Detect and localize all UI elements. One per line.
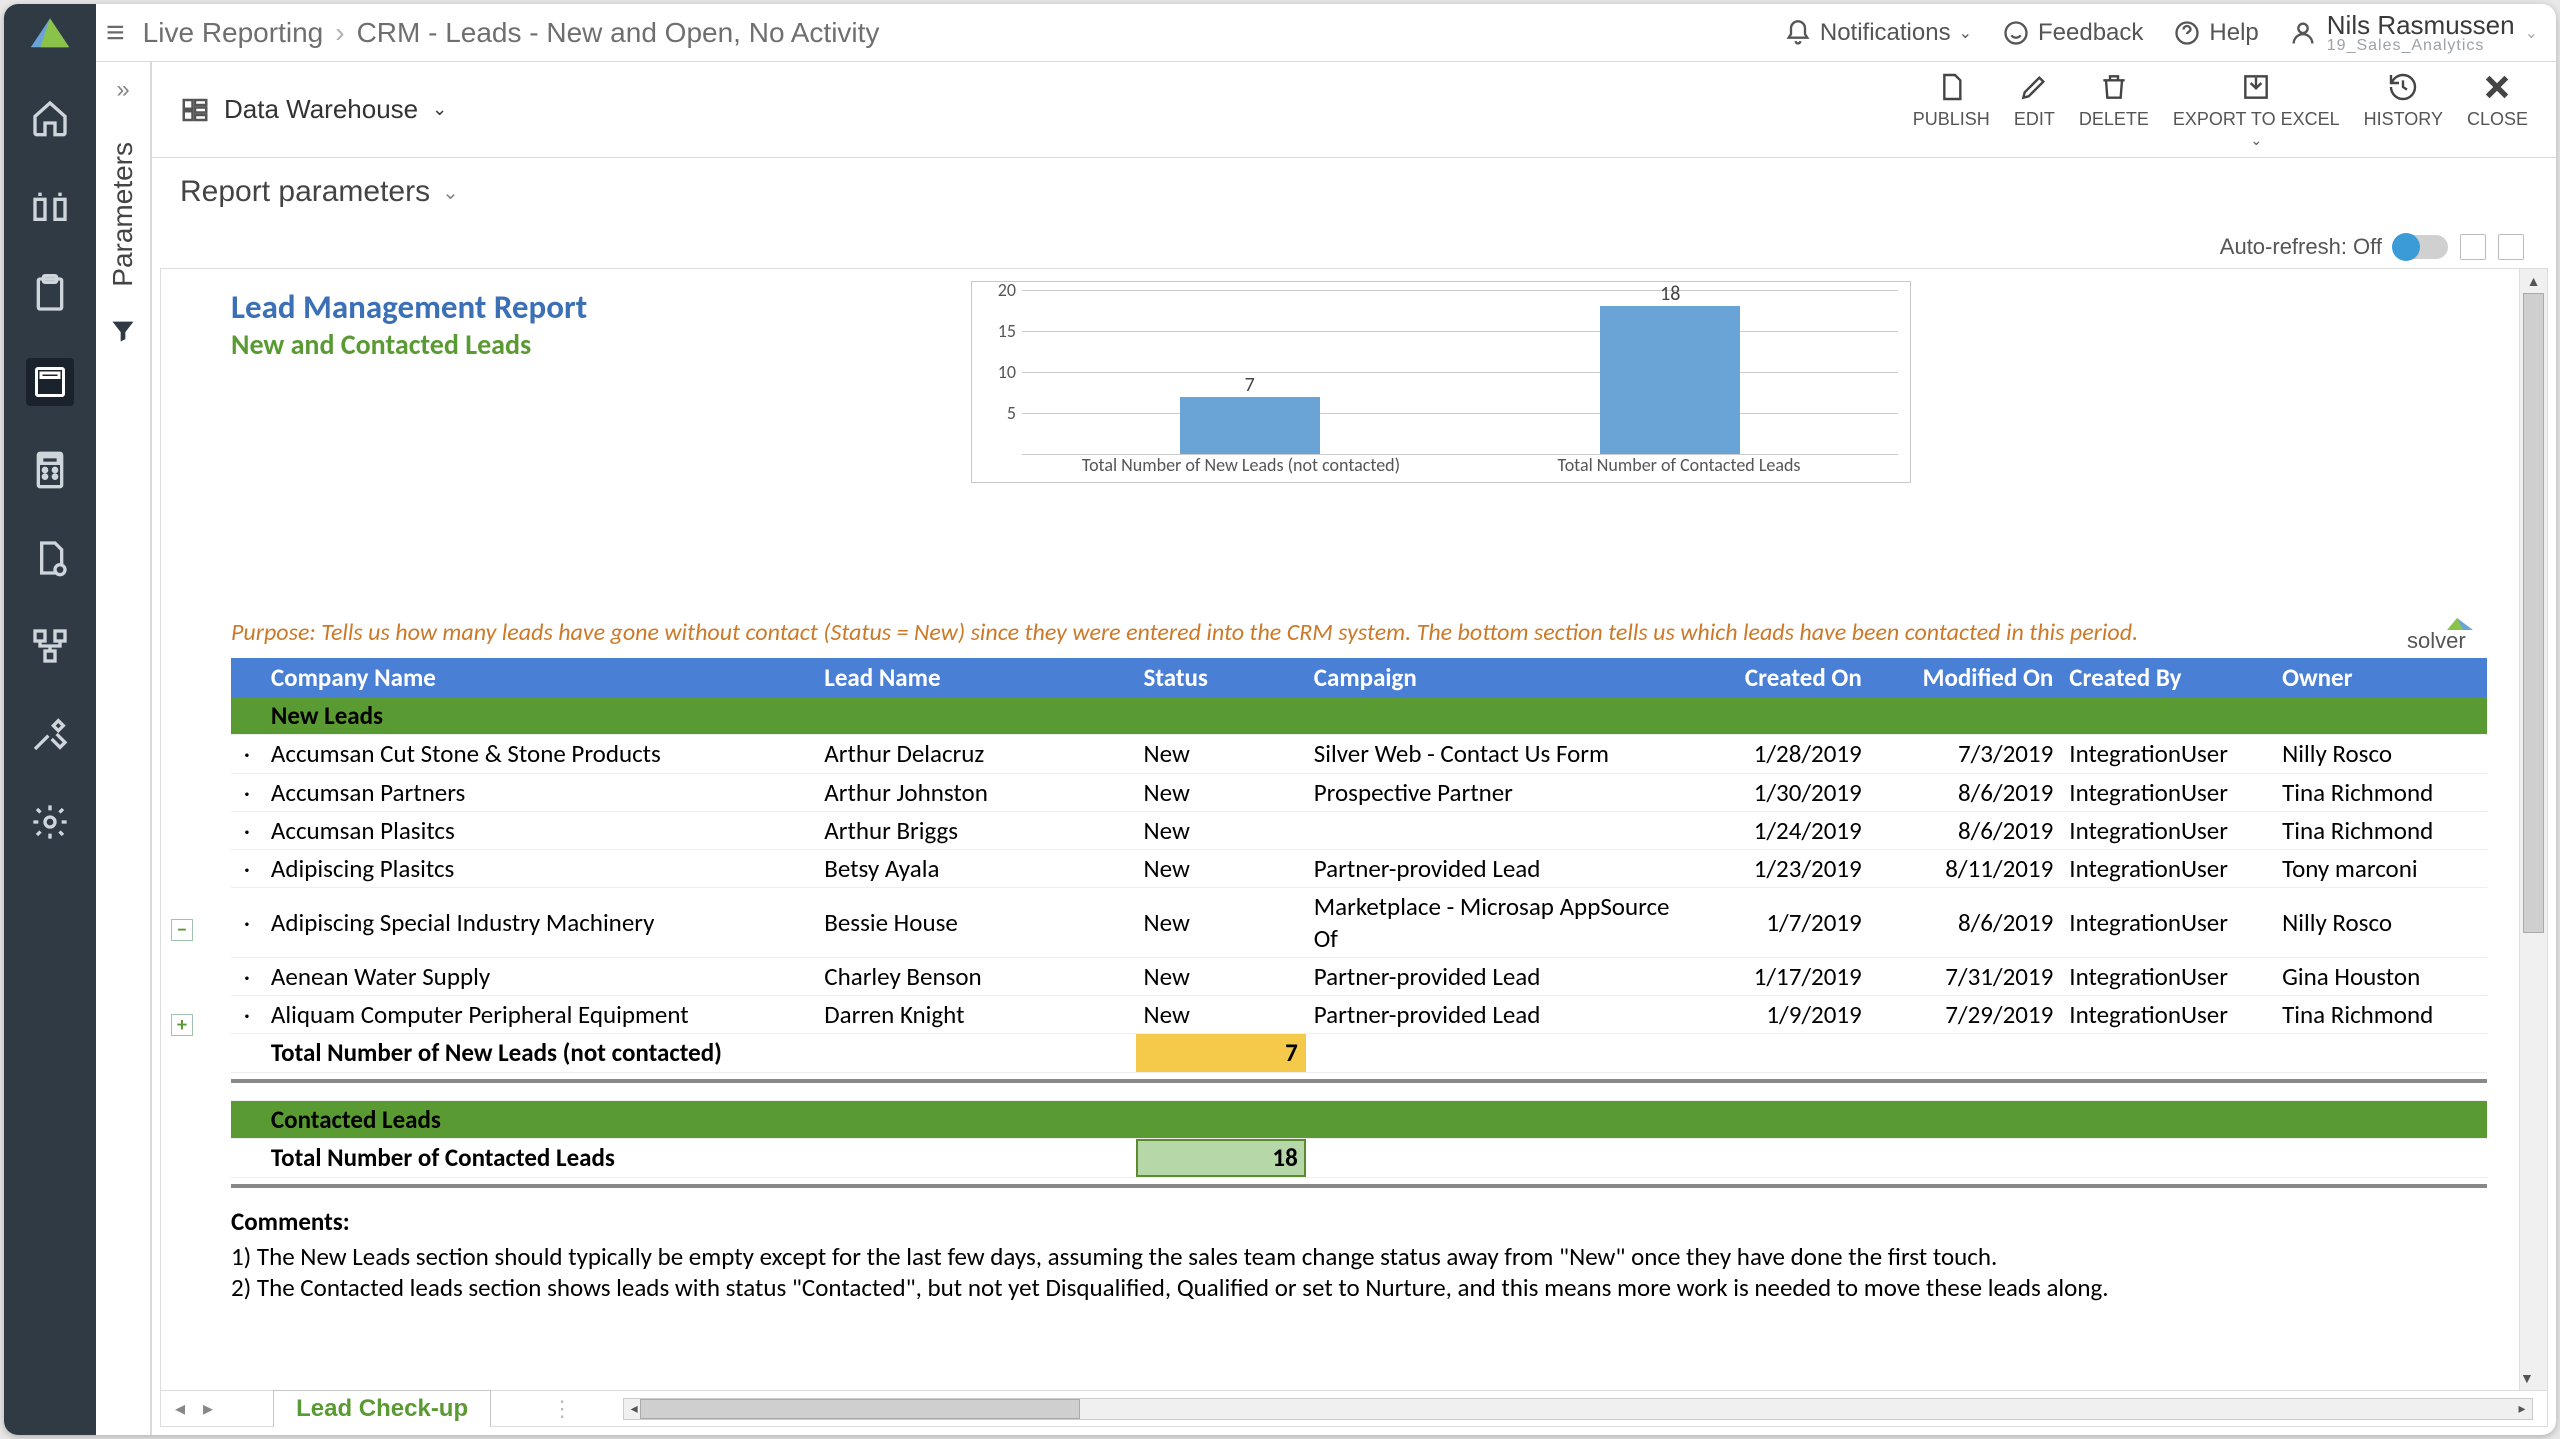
nav-clipboard-icon[interactable] [26,270,74,318]
feedback-button[interactable]: Feedback [2002,19,2143,47]
chevron-down-icon: ⌄ [442,180,459,205]
report-body: Lead Management Report New and Contacted… [161,269,2547,1390]
nav-settings-icon[interactable] [26,798,74,846]
auto-refresh-label: Auto-refresh: Off [2220,234,2382,260]
close-button[interactable]: CLOSE [2467,71,2528,149]
left-nav-rail [4,4,96,1435]
nav-calc-icon[interactable] [26,446,74,494]
chart-bar-new [1180,397,1320,454]
history-icon [2387,71,2419,103]
leads-bar-chart: 20 15 10 5 [971,281,1911,483]
collapse-new-leads[interactable]: − [171,919,193,941]
top-bar: ≡ Live Reporting › CRM - Leads - New and… [96,4,2556,62]
breadcrumb-page: CRM - Leads - New and Open, No Activity [357,17,880,49]
menu-toggle-icon[interactable]: ≡ [106,14,125,51]
chevron-down-icon: ⌄ [432,99,447,120]
user-menu[interactable]: Nils Rasmussen 19_Sales_Analytics ⌄ [2289,12,2538,54]
report-toolbar: Data Warehouse ⌄ PUBLISH EDIT DELETE EXP… [152,62,2556,158]
table-header-row: Company Name Lead Name Status Campaign C… [231,658,2487,697]
data-source-dropdown[interactable]: Data Warehouse ⌄ [180,94,447,125]
nav-tools-icon[interactable] [26,710,74,758]
auto-refresh-toggle[interactable] [2394,235,2448,259]
document-icon [1935,71,1967,103]
export-button[interactable]: EXPORT TO EXCEL⌄ [2173,71,2340,149]
app-root: ≡ Live Reporting › CRM - Leads - New and… [4,4,2556,1435]
help-button[interactable]: Help [2173,19,2258,47]
user-name: Nils Rasmussen [2327,12,2515,38]
breadcrumb-root[interactable]: Live Reporting [143,17,324,49]
report-viewport: ▲ ▼ Lead Management Report New and Conta… [160,268,2548,1427]
trash-icon [2098,71,2130,103]
nav-data-icon[interactable] [26,182,74,230]
solver-logo-mark [18,12,82,54]
database-icon [180,95,210,125]
sheet-tab-active[interactable]: Lead Check-up [273,1390,491,1427]
edit-button[interactable]: EDIT [2014,71,2055,149]
chevron-right-icon: › [335,17,344,49]
grid-view-icon[interactable] [2498,234,2524,260]
nav-doc-user-icon[interactable] [26,534,74,582]
user-tenant: 19_Sales_Analytics [2327,38,2515,54]
export-icon [2240,71,2272,103]
svg-text:solver: solver [2407,628,2466,652]
expand-params-icon[interactable]: » [116,76,129,104]
nav-flow-icon[interactable] [26,622,74,670]
popout-icon[interactable] [2460,234,2486,260]
close-icon [2481,71,2513,103]
nav-home-icon[interactable] [26,94,74,142]
breadcrumb: Live Reporting › CRM - Leads - New and O… [143,17,880,49]
smile-icon [2002,19,2030,47]
sheet-tabs-bar: ◂▸ Lead Check-up ⋮ ◂ ▸ [161,1390,2547,1426]
history-button[interactable]: HISTORY [2364,71,2443,149]
bell-icon [1784,19,1812,47]
parameters-label: Parameters [107,142,139,287]
solver-brand-logo: solver [2407,612,2487,652]
delete-button[interactable]: DELETE [2079,71,2149,149]
chevron-down-icon: ⌄ [2525,23,2538,43]
report-parameters-toggle[interactable]: Report parameters ⌄ [152,158,2556,226]
horizontal-scrollbar[interactable]: ◂ ▸ [623,1398,2533,1420]
expand-contacted-leads[interactable]: + [171,1014,193,1036]
sheet-nav[interactable]: ◂▸ [175,1396,213,1421]
leads-table: Company Name Lead Name Status Campaign C… [231,658,2487,1188]
nav-report-icon[interactable] [26,358,74,406]
chart-bar-contacted [1600,306,1740,454]
publish-button[interactable]: PUBLISH [1913,71,1990,149]
report-purpose: Purpose: Tells us how many leads have go… [231,618,2387,647]
help-icon [2173,19,2201,47]
view-options-row: Auto-refresh: Off [152,226,2556,268]
parameters-strip: » Parameters [96,62,152,1435]
chevron-down-icon: ⌄ [1959,23,1972,43]
report-comments: Comments: 1) The New Leads section shoul… [231,1206,2487,1303]
pencil-icon [2018,71,2050,103]
notifications-button[interactable]: Notifications ⌄ [1784,19,1972,47]
filter-icon[interactable] [109,317,137,351]
user-icon [2289,19,2317,47]
